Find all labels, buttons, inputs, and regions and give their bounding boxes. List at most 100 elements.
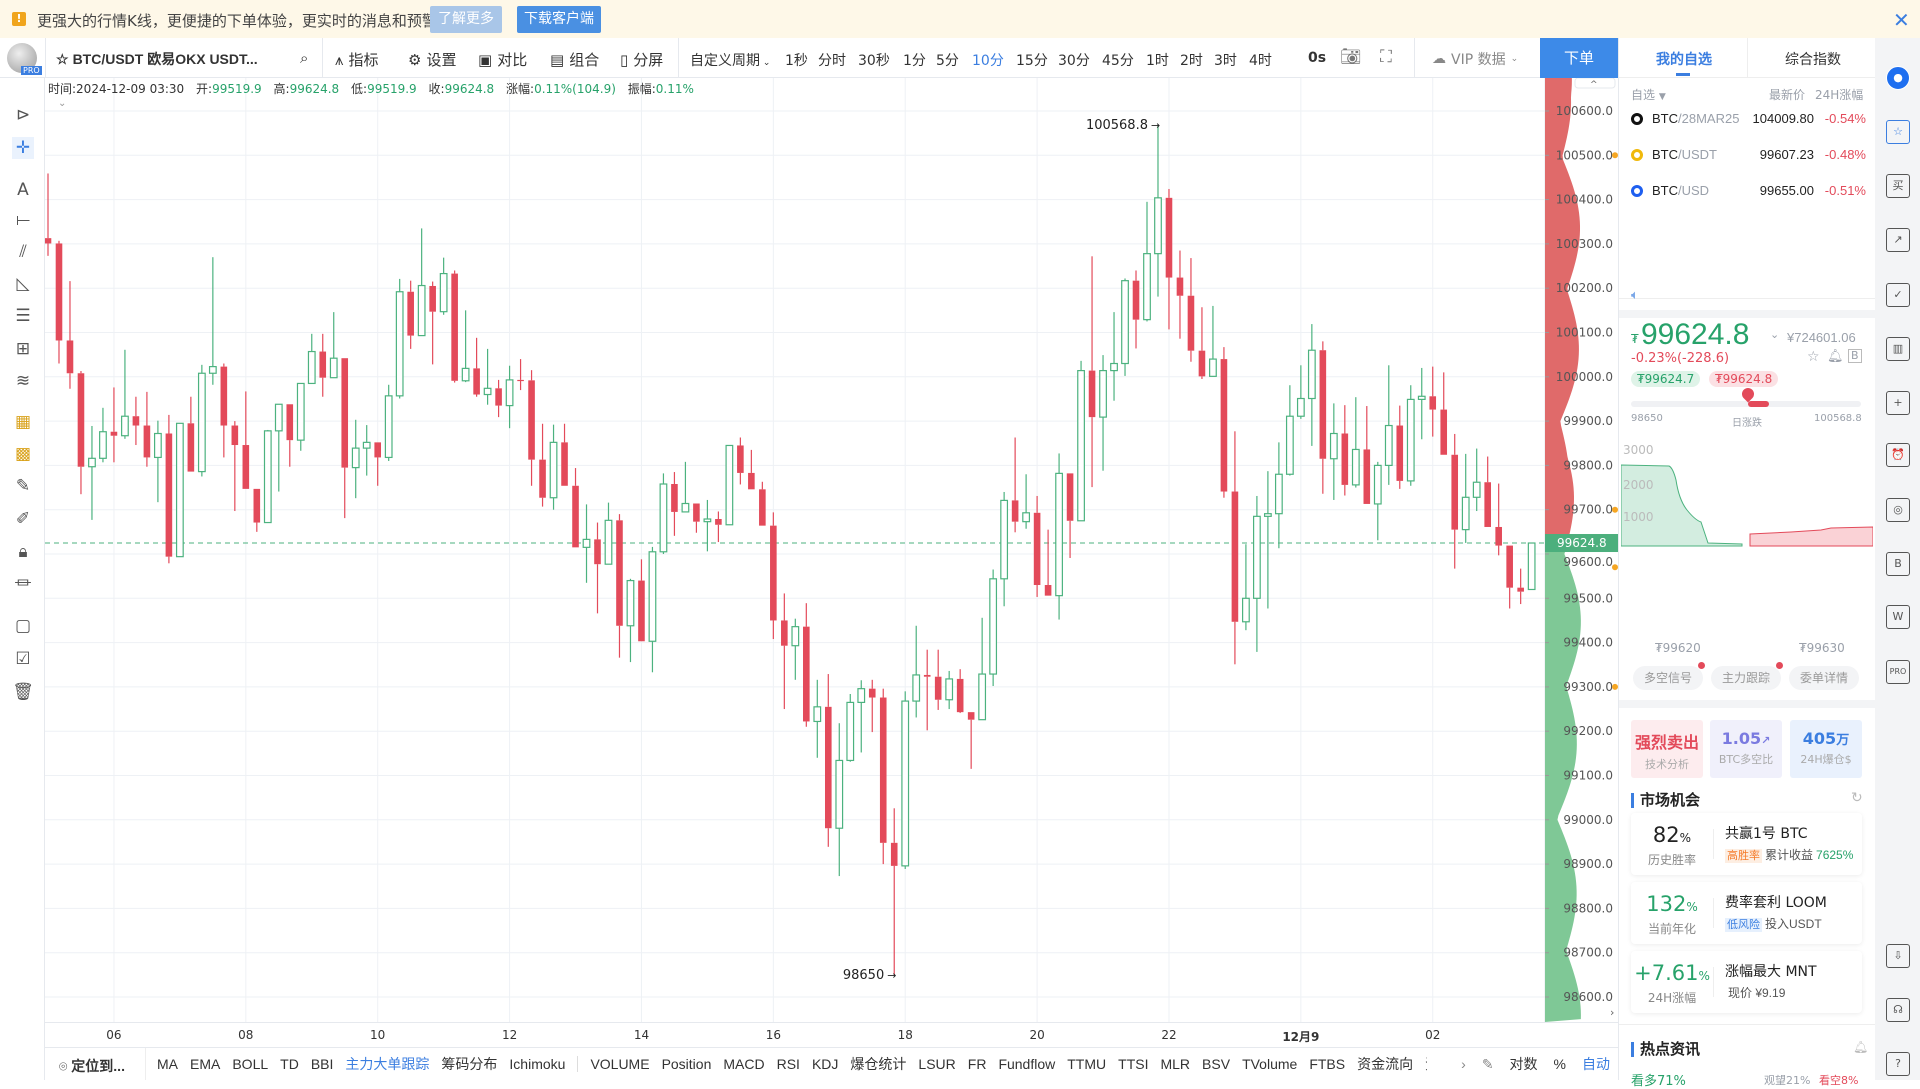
sub-indicator-option[interactable]: RSI	[776, 1056, 800, 1072]
indicator-option[interactable]: EMA	[190, 1056, 221, 1072]
camera-icon[interactable]: 📷︎	[1340, 47, 1362, 67]
help-icon[interactable]: ?	[1886, 1052, 1910, 1076]
chevron-right-icon[interactable]: ›	[1610, 1006, 1614, 1019]
search-icon[interactable]: ⌕	[300, 49, 309, 67]
period-option[interactable]: 分时	[818, 53, 846, 69]
pointer-icon[interactable]: ⊳	[15, 105, 31, 125]
watchlist-star-icon[interactable]: ☆	[1886, 120, 1910, 144]
download-client-button[interactable]: 下载客户端	[517, 6, 601, 33]
line-icon[interactable]: ⟝	[15, 210, 31, 230]
sub-indicator-option[interactable]: TTMU	[1067, 1056, 1107, 1072]
sub-indicator-option[interactable]: Position	[661, 1056, 712, 1072]
crosshair-icon[interactable]: ✛	[12, 137, 34, 159]
alert-dot-icon[interactable]	[1612, 564, 1618, 571]
collapse-info-icon[interactable]: ⌄	[58, 98, 67, 109]
pro-icon[interactable]: PRO	[1886, 660, 1910, 684]
watchlist-row[interactable]: BTC/USD 99655.00 -0.51%	[1619, 183, 1876, 213]
b-icon[interactable]: B	[1848, 349, 1862, 363]
opportunity-card[interactable]: 82% 历史胜率 共赢1号 BTC 高胜率 累计收益 7625%	[1631, 813, 1862, 875]
text-icon[interactable]: A	[17, 180, 29, 200]
ask-price-pill[interactable]: ₮99624.8	[1709, 371, 1779, 387]
sub-indicator-option[interactable]: FTBS	[1309, 1056, 1346, 1072]
combine-button[interactable]: ▤ 组合	[550, 49, 599, 70]
sub-indicator-option[interactable]: VOLUME	[590, 1056, 650, 1072]
liquidation-card[interactable]: 405万 24H爆仓$	[1790, 720, 1862, 778]
fullscreen-icon[interactable]: ⛶	[1380, 47, 1392, 67]
main-force-tracking-button[interactable]: 主力跟踪	[1711, 662, 1783, 690]
period-option[interactable]: 3时	[1214, 53, 1237, 69]
trash-icon[interactable]: 🗑︎	[12, 682, 34, 702]
custom-period-dropdown[interactable]: 自定义周期 ⌄	[690, 50, 770, 70]
period-option[interactable]: 1秒	[785, 53, 808, 69]
percent-scale-toggle[interactable]: %	[1553, 1056, 1566, 1072]
bookmark-icon[interactable]: ▢	[14, 616, 32, 636]
indicator-option[interactable]: MA	[157, 1056, 178, 1072]
chevron-right-icon[interactable]: ›	[1461, 1056, 1466, 1072]
brush-icon[interactable]: ✐	[15, 509, 31, 529]
sub-indicator-option[interactable]: BSV	[1202, 1056, 1231, 1072]
alarm-icon[interactable]: ⏰	[1886, 443, 1910, 467]
new-doc-icon[interactable]: +	[1886, 391, 1910, 415]
auto-scale-toggle[interactable]: 自动	[1582, 1056, 1610, 1072]
tab-my-watchlist[interactable]: 我的自选	[1656, 52, 1712, 68]
locate-button[interactable]: ⌾ 定位到...	[59, 1056, 125, 1076]
pattern-icon[interactable]: ▦	[14, 412, 32, 432]
bell-icon[interactable]: 🔔︎	[1827, 349, 1844, 364]
period-option[interactable]: 30分	[1058, 53, 1090, 69]
chevron-down-icon[interactable]: ⌄	[1770, 328, 1780, 341]
alert-dot-icon[interactable]	[1612, 152, 1618, 159]
candlestick-chart[interactable]: 100568.8 →98650 →100600.0100500.0100400.01…	[45, 78, 1618, 1022]
close-icon[interactable]: ✕	[1893, 8, 1910, 32]
star-icon[interactable]: ☆	[56, 50, 69, 67]
collapse-button[interactable]	[1574, 78, 1616, 89]
period-option[interactable]: 2时	[1180, 53, 1203, 69]
period-option[interactable]: 15分	[1016, 53, 1048, 69]
planet-icon[interactable]: ◎	[1886, 498, 1910, 522]
lock-icon[interactable]: 🔒︎	[18, 542, 28, 562]
period-option[interactable]: 30秒	[858, 53, 890, 69]
bell-icon[interactable]: 🔔︎	[1853, 1040, 1869, 1054]
edit-list-icon[interactable]: ☑	[15, 649, 31, 669]
buy-icon[interactable]: 买	[1886, 174, 1910, 198]
long-short-signal-button[interactable]: 多空信号	[1633, 662, 1705, 690]
tab-composite-index[interactable]: 综合指数	[1785, 52, 1841, 68]
fibonacci-icon[interactable]: ▩	[14, 444, 32, 464]
ruler-icon[interactable]: ✎	[15, 476, 31, 496]
parallel-channel-icon[interactable]: ⫽	[19, 242, 27, 262]
sub-indicator-option[interactable]: TTSI	[1118, 1056, 1149, 1072]
indicator-option[interactable]: 主力大单跟踪	[345, 1056, 430, 1072]
bid-price-pill[interactable]: ₮99624.7	[1631, 371, 1701, 387]
watchlist-row[interactable]: BTC/28MAR25 104009.80 -0.54%	[1619, 111, 1876, 141]
period-option[interactable]: 1时	[1146, 53, 1169, 69]
sub-indicator-option[interactable]: 资金流向	[1357, 1056, 1414, 1072]
measure-icon[interactable]: ⏛	[14, 574, 32, 594]
long-short-ratio-card[interactable]: 1.05↗ BTC多空比	[1710, 720, 1782, 778]
sub-indicator-option[interactable]: TVolume	[1242, 1056, 1298, 1072]
period-option[interactable]: 4时	[1249, 53, 1272, 69]
opportunity-card[interactable]: +7.61% 24H涨幅 涨幅最大 MNT 现价 ¥9.19	[1631, 951, 1862, 1013]
split-screen-button[interactable]: ▯ 分屏	[620, 49, 663, 70]
depth-chart[interactable]	[1621, 430, 1873, 550]
period-option[interactable]: 5分	[936, 53, 959, 69]
sub-indicator-option[interactable]: MACD	[723, 1056, 765, 1072]
settings-button[interactable]: ⚙ 设置	[408, 49, 456, 70]
sub-indicator-option[interactable]: 爆仓统计	[850, 1056, 907, 1072]
download-icon[interactable]: ⇩	[1886, 944, 1910, 968]
indicator-option[interactable]: BOLL	[232, 1056, 269, 1072]
favorite-star-icon[interactable]: ☆	[1807, 349, 1820, 365]
period-option[interactable]: 1分	[903, 53, 926, 69]
order-check-icon[interactable]: ✓	[1886, 283, 1910, 307]
speaker-icon[interactable]: 🔈︎	[1631, 288, 1639, 303]
period-option[interactable]: 10分	[972, 53, 1004, 69]
wave-icon[interactable]: ≋	[15, 371, 31, 391]
technical-analysis-card[interactable]: 强烈卖出 技术分析	[1631, 720, 1703, 778]
sub-indicator-option[interactable]: Fundflow	[998, 1056, 1056, 1072]
indicator-option[interactable]: 筹码分布	[441, 1056, 498, 1072]
sub-indicator-option[interactable]: KDJ	[811, 1056, 839, 1072]
sub-indicator-option[interactable]: LSUR	[918, 1056, 956, 1072]
horizontal-lines-icon[interactable]: ☰	[15, 306, 31, 326]
edit-icon[interactable]: ✎	[1481, 1055, 1494, 1072]
alert-dot-icon[interactable]	[1612, 506, 1618, 513]
time-axis[interactable]: 06 08 10 12 14 16 18 20 22 12月9 02	[45, 1022, 1618, 1048]
sub-indicator-option[interactable]: 资金背离	[1425, 1054, 1427, 1074]
